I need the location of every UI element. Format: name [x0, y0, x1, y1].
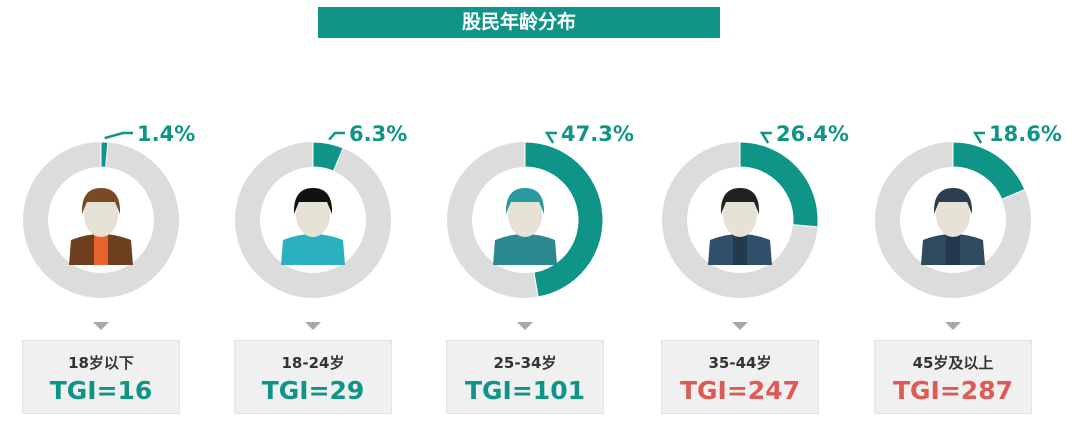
glasses-man-avatar-icon	[708, 188, 772, 265]
leader-line	[544, 131, 557, 144]
avatar-face	[723, 193, 757, 237]
avatar-hair	[81, 188, 121, 214]
child-avatar-icon	[69, 188, 133, 265]
donut-5: 18.6%	[875, 122, 1062, 330]
donut-segment	[312, 141, 344, 172]
age-group-box: 35-44岁 TGI=247	[661, 340, 819, 414]
donut-4: 26.4%	[662, 122, 849, 330]
hat-mustache-man-avatar-icon	[921, 188, 985, 265]
avatar-shirt	[306, 232, 320, 265]
donut-3: 47.3%	[447, 122, 634, 330]
capped-man-avatar-icon	[493, 188, 557, 265]
tgi-value: TGI=16	[49, 376, 153, 405]
avatar-shirt	[733, 232, 747, 265]
leader-line	[328, 131, 345, 141]
leader-line	[759, 131, 772, 144]
age-label: 25-34岁	[493, 354, 557, 372]
tgi-value: TGI=29	[261, 376, 365, 405]
chart-title: 股民年龄分布	[318, 7, 720, 38]
avatar-face	[936, 193, 970, 237]
down-arrow-icon	[732, 322, 748, 330]
age-label: 18岁以下	[68, 354, 134, 372]
avatar-face	[508, 193, 542, 237]
age-label: 35-44岁	[708, 354, 772, 372]
value-label: 26.4%	[776, 122, 849, 146]
age-label: 45岁及以上	[912, 354, 994, 372]
down-arrow-icon	[517, 322, 533, 330]
leader-line	[104, 131, 133, 140]
age-group-box: 18-24岁 TGI=29	[234, 340, 392, 414]
avatar-face	[84, 193, 118, 237]
donut-segment	[739, 141, 819, 228]
value-label: 18.6%	[989, 122, 1062, 146]
young-woman-avatar-icon	[281, 188, 345, 265]
avatar-hair	[293, 188, 333, 214]
avatar-hair	[933, 188, 973, 214]
tgi-value: TGI=247	[679, 376, 800, 405]
value-label: 1.4%	[137, 122, 195, 146]
down-arrow-icon	[945, 322, 961, 330]
avatar-hair	[505, 188, 545, 214]
avatar-shirt	[518, 232, 532, 265]
avatar-shirt	[94, 232, 108, 265]
avatar-hair	[720, 188, 760, 214]
donut-segment	[524, 141, 604, 298]
value-label: 6.3%	[349, 122, 407, 146]
donut-1: 1.4%	[23, 122, 195, 330]
down-arrow-icon	[305, 322, 321, 330]
age-group-box: 25-34岁 TGI=101	[446, 340, 604, 414]
leader-line	[972, 131, 985, 144]
tgi-value: TGI=287	[892, 376, 1013, 405]
donut-2: 6.3%	[235, 122, 407, 330]
age-group-box: 18岁以下 TGI=16	[22, 340, 180, 414]
avatar-shirt	[946, 232, 960, 265]
down-arrow-icon	[93, 322, 109, 330]
avatar-face	[296, 193, 330, 237]
donut-segment	[952, 141, 1026, 200]
tgi-value: TGI=101	[464, 376, 585, 405]
age-label: 18-24岁	[281, 354, 345, 372]
age-group-box: 45岁及以上 TGI=287	[874, 340, 1032, 414]
value-label: 47.3%	[561, 122, 634, 146]
donut-segment	[100, 141, 109, 168]
